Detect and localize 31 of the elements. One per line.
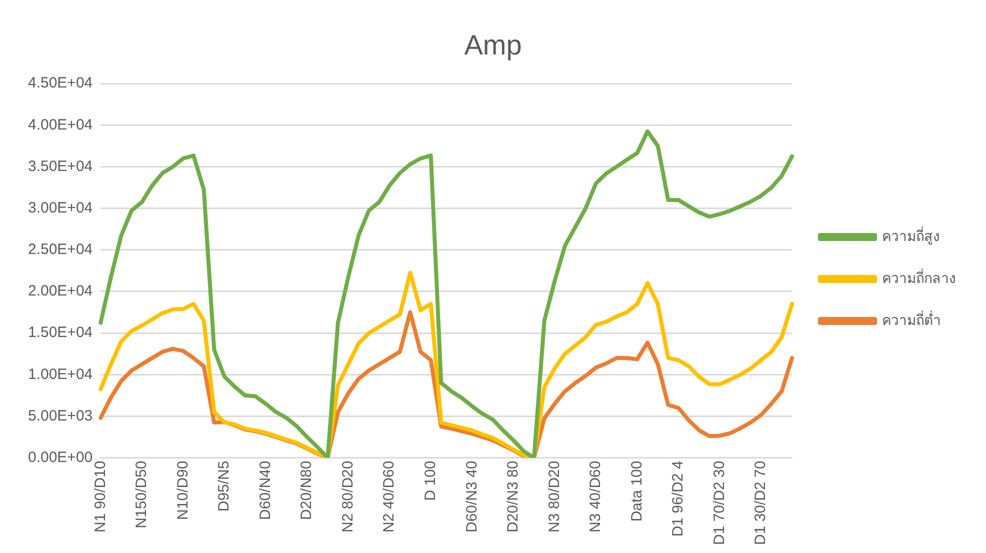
x-tick-label: N3 40/D60 xyxy=(587,460,604,532)
legend-label: ความถี่กลาง xyxy=(882,268,956,286)
x-tick-label: D1 96/D2 4 xyxy=(670,460,687,537)
y-tick-label: 1.00E+04 xyxy=(28,366,93,383)
x-tick-label: D20/N3 80 xyxy=(504,460,522,532)
x-tick-label: D 100 xyxy=(422,460,439,501)
x-tick-label: N10/D90 xyxy=(174,460,192,520)
y-tick-label: 1.50E+04 xyxy=(28,324,93,342)
x-tick-label: N1 90/D10 xyxy=(92,460,109,532)
x-tick-label: N2 80/D20 xyxy=(339,460,356,532)
y-tick-label: 2.00E+04 xyxy=(28,282,93,300)
x-tick-label: D95/N5 xyxy=(216,460,233,512)
x-tick-label: D60/N40 xyxy=(256,460,274,520)
x-tick-label: N3 80/D20 xyxy=(546,460,563,532)
chart-title: Amp xyxy=(464,30,522,61)
y-tick-label: 3.50E+04 xyxy=(28,158,93,175)
y-tick-label: 4.50E+04 xyxy=(28,74,93,92)
x-tick-label: N150/D50 xyxy=(133,460,150,528)
x-tick-label: D20/N80 xyxy=(298,460,316,520)
x-tick-label: D1 70/D2 30 xyxy=(710,460,728,546)
legend-label: ความถี่สูง xyxy=(882,226,940,245)
x-tick-label: D60/N3 40 xyxy=(463,460,480,532)
y-tick-label: 2.50E+04 xyxy=(28,241,93,258)
legend-label: ความถี่ต่ำ xyxy=(882,310,941,328)
y-tick-label: 5.00E+03 xyxy=(28,407,93,424)
y-tick-label: 4.00E+04 xyxy=(28,116,93,134)
y-tick-label: 0.00E+00 xyxy=(28,448,93,466)
y-tick-label: 3.00E+04 xyxy=(28,199,93,216)
x-tick-label: D1 30/D2 70 xyxy=(752,460,770,546)
x-tick-label: N2 40/D60 xyxy=(380,460,398,532)
x-tick-label: Data 100 xyxy=(628,460,646,522)
